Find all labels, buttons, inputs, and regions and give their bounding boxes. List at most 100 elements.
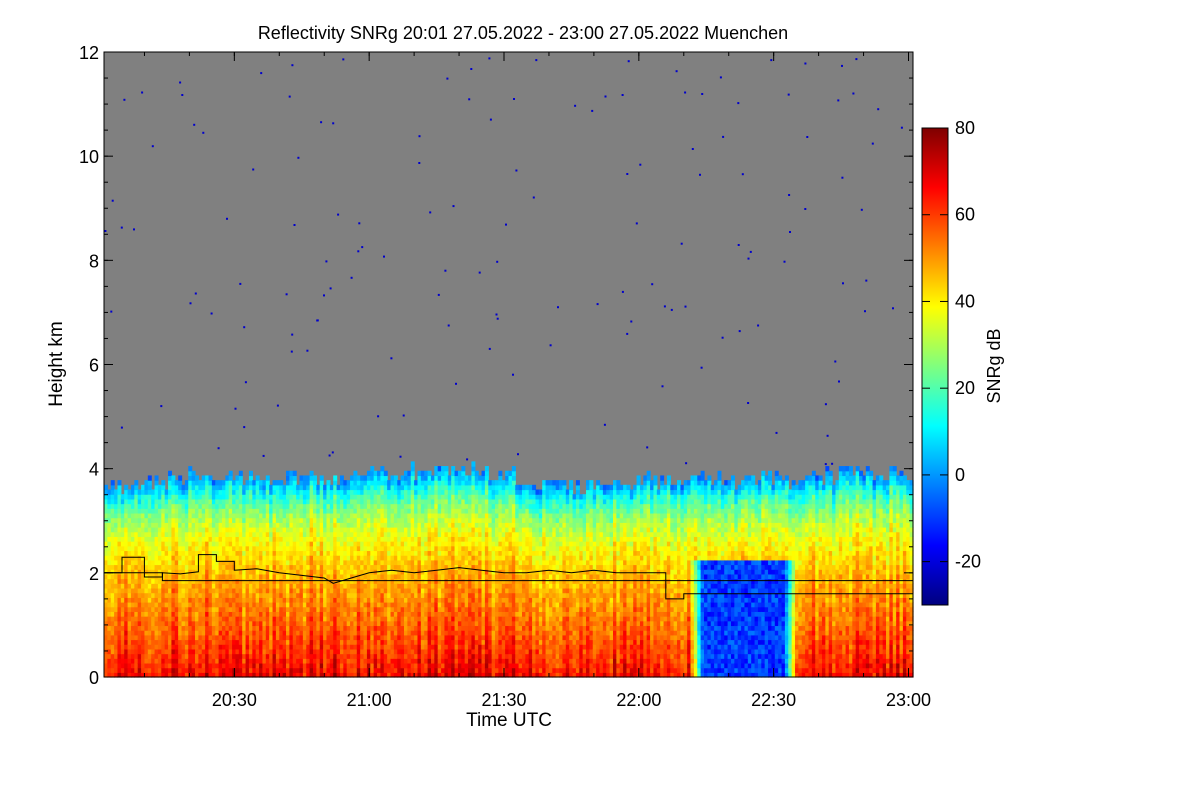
reflectivity-cell	[373, 536, 378, 542]
reflectivity-cell	[225, 527, 230, 533]
reflectivity-cell	[350, 662, 355, 669]
reflectivity-cell	[117, 522, 122, 528]
reflectivity-cell	[120, 630, 125, 636]
reflectivity-cell	[343, 625, 348, 631]
reflectivity-cell	[387, 494, 392, 500]
reflectivity-cell	[265, 578, 270, 584]
reflectivity-cell	[168, 475, 173, 481]
reflectivity-cell	[127, 634, 132, 641]
reflectivity-cell	[306, 527, 311, 533]
reflectivity-cell	[383, 475, 388, 481]
reflectivity-cell	[154, 555, 159, 561]
reflectivity-cell	[137, 648, 142, 655]
reflectivity-cell	[424, 625, 429, 631]
reflectivity-cell	[275, 555, 280, 561]
reflectivity-cell	[208, 639, 213, 645]
reflectivity-cell	[461, 634, 466, 641]
reflectivity-cell	[464, 644, 469, 650]
reflectivity-cell	[296, 616, 301, 622]
reflectivity-cell	[245, 550, 250, 556]
reflectivity-cell	[316, 573, 321, 580]
reflectivity-cell	[309, 564, 314, 570]
reflectivity-cell	[471, 667, 476, 673]
reflectivity-cell	[201, 498, 206, 505]
reflectivity-cell	[269, 545, 274, 552]
reflectivity-cell	[110, 639, 115, 645]
reflectivity-cell	[329, 616, 334, 622]
reflectivity-cell	[248, 611, 253, 617]
reflectivity-cell	[104, 508, 108, 514]
reflectivity-cell	[380, 531, 385, 537]
reflectivity-cell	[296, 625, 301, 631]
reflectivity-cell	[312, 653, 317, 659]
reflectivity-cell	[218, 503, 223, 509]
reflectivity-cell	[282, 517, 287, 523]
reflectivity-cell	[161, 653, 166, 659]
reflectivity-cell	[484, 555, 489, 561]
reflectivity-cell	[151, 662, 156, 669]
reflectivity-cell	[336, 498, 341, 505]
reflectivity-cell	[259, 484, 264, 491]
reflectivity-cell	[188, 527, 193, 533]
reflectivity-cell	[114, 517, 119, 523]
reflectivity-cell	[441, 620, 446, 627]
reflectivity-cell	[137, 672, 142, 678]
reflectivity-cell	[478, 545, 483, 552]
reflectivity-cell	[393, 630, 398, 636]
reflectivity-cell	[329, 536, 334, 542]
reflectivity-cell	[468, 512, 473, 519]
reflectivity-cell	[420, 545, 425, 552]
reflectivity-cell	[238, 583, 243, 589]
reflectivity-cell	[198, 583, 203, 589]
reflectivity-cell	[137, 653, 142, 659]
reflectivity-cell	[120, 508, 125, 514]
reflectivity-cell	[144, 498, 149, 505]
reflectivity-cell	[107, 508, 112, 514]
reflectivity-cell	[387, 569, 392, 575]
reflectivity-cell	[120, 620, 125, 627]
reflectivity-cell	[279, 611, 284, 617]
reflectivity-cell	[333, 667, 338, 673]
reflectivity-cell	[154, 498, 159, 505]
reflectivity-cell	[188, 559, 193, 566]
reflectivity-cell	[468, 606, 473, 612]
reflectivity-cell	[117, 564, 122, 570]
reflectivity-cell	[181, 653, 186, 659]
reflectivity-cell	[370, 517, 375, 523]
reflectivity-cell	[141, 536, 146, 542]
reflectivity-cell	[134, 578, 139, 584]
reflectivity-cell	[191, 494, 196, 500]
reflectivity-cell	[444, 583, 449, 589]
reflectivity-cell	[144, 503, 149, 509]
reflectivity-cell	[262, 602, 267, 608]
reflectivity-cell	[420, 527, 425, 533]
reflectivity-cell	[205, 555, 210, 561]
reflectivity-cell	[201, 639, 206, 645]
reflectivity-cell	[430, 658, 435, 664]
reflectivity-cell	[366, 630, 371, 636]
reflectivity-cell	[444, 541, 449, 547]
reflectivity-cell	[424, 592, 429, 598]
reflectivity-cell	[104, 489, 108, 495]
reflectivity-cell	[221, 611, 226, 617]
reflectivity-cell	[157, 620, 162, 627]
reflectivity-cell	[400, 616, 405, 622]
reflectivity-cell	[366, 616, 371, 622]
reflectivity-cell	[451, 512, 456, 519]
reflectivity-cell	[114, 616, 119, 622]
reflectivity-cell	[238, 545, 243, 552]
reflectivity-cell	[302, 480, 307, 486]
reflectivity-cell	[488, 648, 493, 655]
reflectivity-cell	[157, 522, 162, 528]
reflectivity-cell	[208, 559, 213, 566]
reflectivity-cell	[299, 508, 304, 514]
reflectivity-cell	[147, 634, 152, 641]
reflectivity-cell	[299, 531, 304, 537]
reflectivity-cell	[474, 489, 479, 495]
reflectivity-cell	[279, 644, 284, 650]
reflectivity-cell	[161, 517, 166, 523]
reflectivity-cell	[447, 653, 452, 659]
reflectivity-cell	[414, 583, 419, 589]
reflectivity-cell	[137, 550, 142, 556]
reflectivity-cell	[168, 559, 173, 566]
